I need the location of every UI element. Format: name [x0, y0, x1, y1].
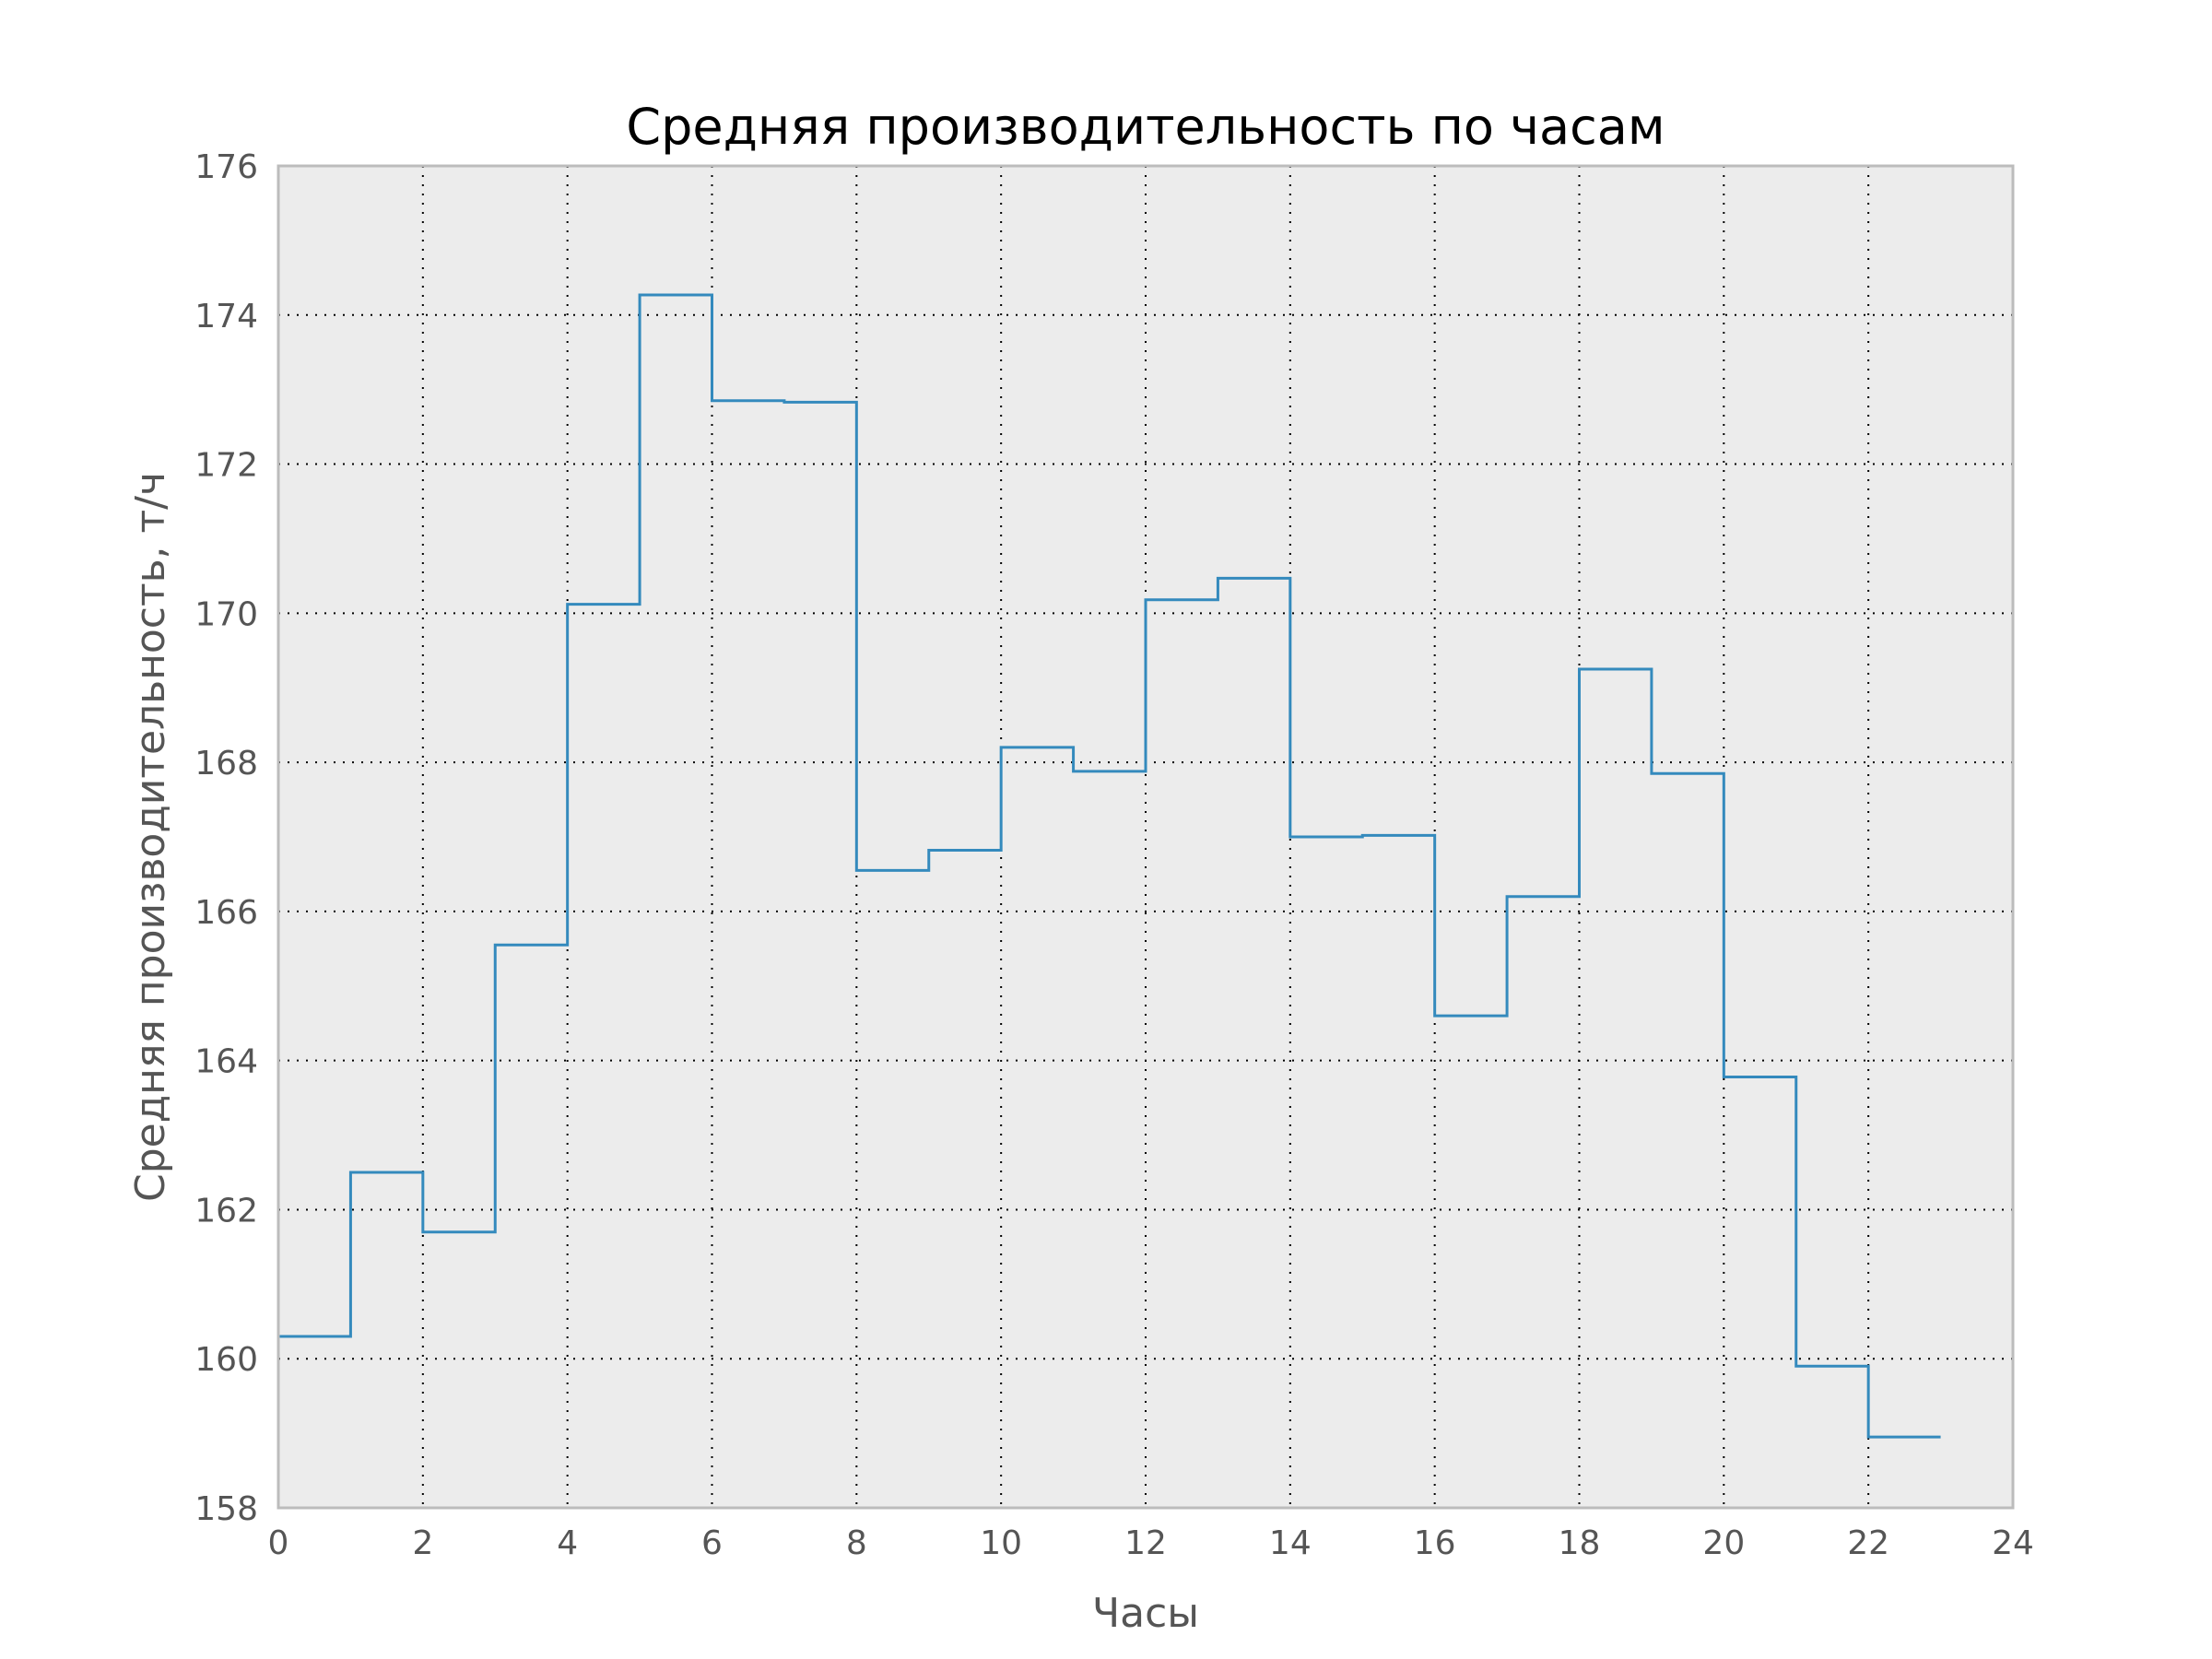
y-tick-label: 160 [194, 1341, 258, 1379]
y-tick-label: 164 [194, 1043, 258, 1081]
y-tick-label: 162 [194, 1192, 258, 1230]
x-tick-label: 8 [846, 1524, 867, 1562]
y-tick-label: 174 [194, 298, 258, 335]
x-tick-label: 12 [1124, 1524, 1167, 1562]
x-tick-label: 16 [1414, 1524, 1456, 1562]
y-tick-label: 176 [194, 148, 258, 186]
x-tick-label: 6 [701, 1524, 723, 1562]
x-tick-label: 2 [412, 1524, 433, 1562]
x-tick-label: 4 [557, 1524, 578, 1562]
plot-area [276, 164, 2015, 1510]
y-tick-label: 158 [194, 1490, 258, 1528]
y-axis-label: Средняя производительность, т/ч [127, 472, 174, 1202]
x-tick-label: 20 [1702, 1524, 1745, 1562]
x-tick-label: 0 [268, 1524, 289, 1562]
series-layer [278, 293, 1941, 1439]
x-tick-label: 18 [1559, 1524, 1601, 1562]
y-axis-ticks: 158 160 162 164 166 168 170 172 174 176 [194, 148, 258, 1528]
x-tick-label: 14 [1269, 1524, 1312, 1562]
x-tick-label: 10 [980, 1524, 1022, 1562]
series-line [278, 293, 1941, 1439]
y-tick-label: 172 [194, 447, 258, 485]
plot-frame-border [276, 164, 2015, 1510]
chart-title: Средняя производительность по часам [626, 98, 1665, 156]
x-tick-label: 24 [1992, 1524, 2034, 1562]
y-tick-label: 170 [194, 595, 258, 633]
x-axis-ticks: 0 2 4 6 8 10 12 14 16 18 20 22 24 [268, 1524, 2034, 1562]
y-tick-label: 168 [194, 745, 258, 782]
y-tick-label: 166 [194, 894, 258, 932]
x-tick-label: 22 [1847, 1524, 1889, 1562]
x-axis-label: Часы [1092, 1590, 1199, 1637]
